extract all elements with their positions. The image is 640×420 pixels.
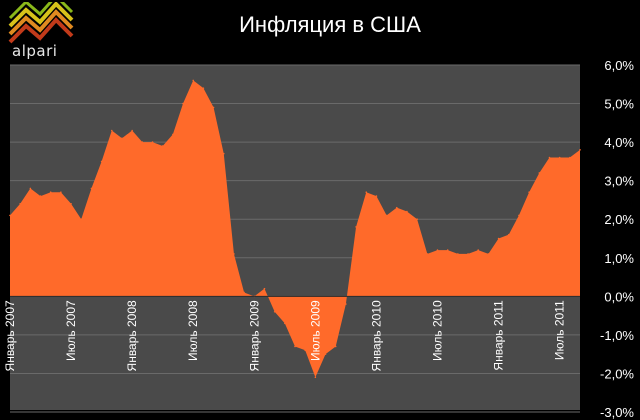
y-tick-label: -1,0%: [600, 328, 634, 343]
data-point: [365, 191, 368, 194]
data-point: [39, 195, 42, 197]
data-point: [355, 226, 357, 228]
data-point: [518, 214, 520, 217]
data-point: [294, 345, 296, 348]
data-point: [9, 214, 11, 217]
data-point: [141, 141, 144, 143]
data-point: [487, 253, 490, 255]
data-point: [457, 253, 459, 255]
y-tick-label: 0,0%: [604, 289, 634, 304]
data-point: [426, 253, 429, 255]
data-point: [202, 87, 205, 89]
data-point: [263, 287, 266, 290]
inflation-area: [10, 80, 580, 378]
data-point: [304, 349, 306, 352]
y-tick-label: 2,0%: [604, 212, 634, 227]
data-point: [49, 191, 52, 194]
data-point: [90, 187, 93, 190]
data-point: [538, 172, 541, 174]
data-point: [80, 218, 83, 221]
data-point: [395, 206, 398, 209]
data-point: [243, 291, 245, 294]
brand-name: alpari: [12, 42, 58, 60]
data-point: [477, 249, 480, 251]
data-point: [416, 218, 418, 221]
data-point: [222, 152, 225, 155]
data-point: [121, 137, 123, 140]
alpari-logo-icon: [8, 2, 74, 44]
data-point: [212, 106, 215, 109]
y-tick-label: 6,0%: [604, 58, 634, 73]
data-point: [161, 145, 164, 147]
data-point: [436, 249, 439, 251]
data-point: [385, 214, 388, 217]
y-tick-label: -3,0%: [600, 405, 634, 420]
data-point: [375, 195, 378, 197]
data-point: [324, 353, 327, 355]
data-point: [182, 102, 184, 105]
y-tick-label: 5,0%: [604, 97, 634, 112]
data-point: [192, 79, 195, 82]
x-tick-label: Июль 2010: [431, 300, 445, 361]
data-point: [406, 210, 408, 213]
data-point: [507, 233, 510, 236]
x-tick-label: Январь 2010: [369, 300, 383, 371]
y-tick-label: 4,0%: [604, 135, 634, 150]
data-point: [558, 156, 561, 159]
data-point: [345, 303, 347, 305]
data-point: [528, 191, 530, 194]
x-tick-label: Июль 2009: [308, 300, 322, 361]
data-point: [579, 149, 581, 151]
data-point: [233, 253, 235, 255]
data-point: [29, 187, 32, 190]
data-point: [446, 249, 449, 251]
data-point: [334, 345, 337, 348]
data-point: [314, 376, 317, 379]
data-point: [151, 141, 154, 143]
y-tick-label: -2,0%: [600, 366, 634, 381]
x-tick-label: Июль 2011: [553, 300, 567, 360]
x-tick-label: Январь 2009: [247, 300, 261, 371]
x-tick-label: Январь 2008: [125, 300, 139, 371]
y-tick-label: 1,0%: [604, 251, 634, 266]
data-point: [273, 310, 276, 313]
data-point: [131, 129, 133, 132]
data-point: [497, 237, 500, 240]
data-point: [569, 156, 571, 159]
data-point: [60, 191, 62, 194]
data-point: [172, 133, 174, 136]
x-tick-label: Январь 2011: [492, 300, 506, 371]
y-tick-label: 3,0%: [604, 174, 634, 189]
data-point: [19, 203, 21, 205]
x-tick-label: Июль 2007: [64, 300, 78, 361]
data-point: [467, 253, 469, 255]
chart-title: Инфляция в США: [239, 12, 421, 37]
x-tick-label: Январь 2007: [3, 300, 17, 371]
data-point: [284, 322, 286, 325]
x-tick-label: Июль 2008: [186, 300, 200, 361]
data-point: [548, 156, 551, 159]
data-point: [100, 160, 103, 163]
data-point: [110, 129, 113, 132]
data-point: [70, 203, 72, 205]
